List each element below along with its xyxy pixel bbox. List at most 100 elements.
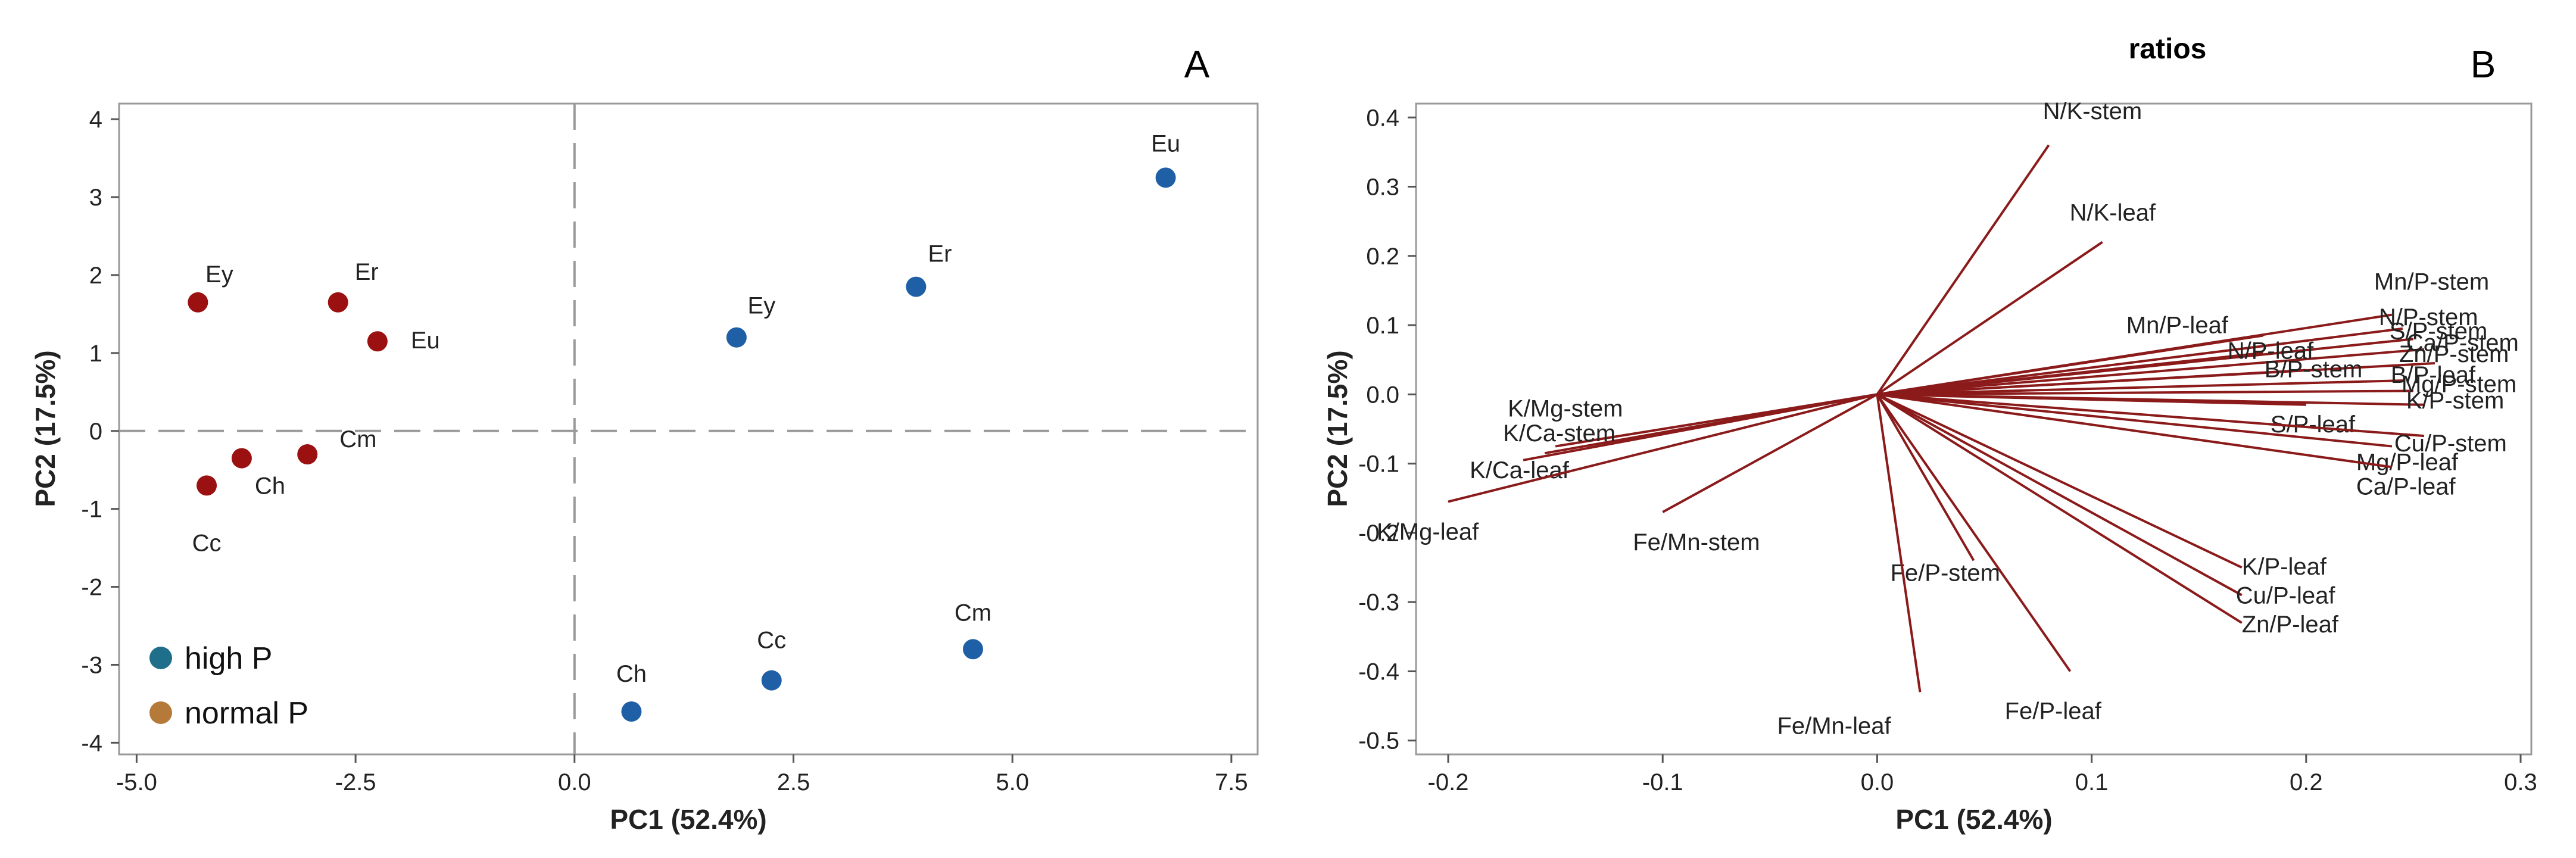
y-tick-label: -0.4 <box>1358 659 1399 685</box>
loading-vector <box>1877 327 2403 396</box>
loading-label: K/Mg-stem <box>1508 396 1623 422</box>
loading-label: K/P-leaf <box>2242 554 2327 580</box>
data-point <box>197 475 217 496</box>
data-point <box>906 276 927 297</box>
loading-vector <box>1876 144 2050 395</box>
y-tick-label: 2 <box>89 263 102 289</box>
loading-vector <box>1876 393 2243 624</box>
loading-vector <box>1662 393 1878 513</box>
loading-vector <box>1877 393 2306 406</box>
y-tick-label: 0.3 <box>1366 174 1399 201</box>
panel-b-title: ratios <box>2129 33 2207 65</box>
panel-a-x-axis: -5.0 -2.5 0.0 2.5 5.0 7.5 <box>116 754 1248 795</box>
loading-vector <box>1877 379 2403 396</box>
loading-label: Cu/P-stem <box>2394 430 2507 457</box>
panel-a-legend: high P normal P <box>149 641 308 731</box>
panel-b-x-axis-label: PC1 (52.4%) <box>1895 804 2052 835</box>
y-tick-label: -4 <box>81 730 102 756</box>
x-tick-label: 0.0 <box>1861 769 1894 795</box>
y-tick-label: 1 <box>89 341 102 367</box>
legend-marker <box>149 647 172 669</box>
loading-label: Mn/P-stem <box>2374 269 2489 295</box>
panel-b-y-axis: 0.4 0.3 0.2 0.1 0.0 -0.1 -0.2 -0.3 -0.4 -0.5 <box>1358 105 1416 754</box>
y-tick-label: 4 <box>89 107 102 133</box>
point-label: Ey <box>205 261 233 288</box>
loading-vector <box>1523 393 1878 461</box>
x-tick-label: 2.5 <box>777 769 810 795</box>
loading-vector <box>1877 348 2425 396</box>
loading-label: B/P-stem <box>2265 357 2362 383</box>
loading-vector <box>1876 393 2243 569</box>
loading-label: K/Ca-leaf <box>1470 457 1570 483</box>
x-tick-label: -0.2 <box>1428 769 1469 795</box>
data-point <box>367 331 388 352</box>
loading-label: N/K-leaf <box>2070 200 2156 226</box>
data-point <box>963 639 983 660</box>
data-point <box>328 292 348 313</box>
loading-label: Fe/P-stem <box>1891 560 2000 586</box>
loading-vector <box>1876 241 2103 396</box>
panel-b-x-axis: -0.2 -0.1 0.0 0.1 0.2 0.3 <box>1428 754 2537 795</box>
panel-b-letter: B <box>2471 43 2496 86</box>
x-tick-label: 0.3 <box>2504 769 2537 795</box>
y-tick-label: -0.5 <box>1358 728 1399 754</box>
loading-vector <box>1877 393 2393 469</box>
x-tick-label: 5.0 <box>996 769 1029 795</box>
loading-label: Zn/P-leaf <box>2242 611 2339 638</box>
loading-label: Fe/Mn-leaf <box>1777 713 1891 739</box>
panel-a-y-axis: 4 3 2 1 0 -1 -2 -3 -4 <box>81 107 119 756</box>
loading-vector <box>1877 389 2413 396</box>
x-tick-label: 0.2 <box>2290 769 2323 795</box>
point-label: Er <box>928 241 952 267</box>
panel-b-plot-frame <box>1415 102 2533 756</box>
point-label: Cm <box>955 600 991 626</box>
loading-label: Ca/P-leaf <box>2356 473 2456 500</box>
data-point <box>297 444 318 465</box>
y-tick-label: 3 <box>89 185 102 211</box>
loading-label: S/P-stem <box>2390 318 2487 344</box>
point-label: Eu <box>411 327 440 354</box>
loading-label: K/P-stem <box>2406 388 2504 414</box>
panel-a-reference-lines <box>119 104 1258 754</box>
data-point <box>1155 167 1176 188</box>
y-tick-label: 0 <box>89 419 102 445</box>
loading-label: K/Mg-leaf <box>1377 519 1479 545</box>
data-point <box>621 701 642 722</box>
y-tick-label: -0.2 <box>1358 520 1399 547</box>
point-label: Ch <box>255 473 285 500</box>
legend-marker <box>149 701 172 724</box>
loading-label: Mn/P-leaf <box>2126 313 2229 339</box>
point-label: Cc <box>192 530 222 556</box>
data-point <box>761 670 782 691</box>
panel-b-loading-plot: -0.2 -0.1 0.0 0.1 0.2 0.3 0.4 0.3 0.2 0.1 0.0 -0.1… <box>1322 33 2537 835</box>
point-label: Eu <box>1151 130 1180 157</box>
y-tick-label: 0.1 <box>1366 313 1399 339</box>
x-tick-label: 0.0 <box>558 769 591 795</box>
legend-label: normal P <box>185 696 308 731</box>
y-tick-label: 0.4 <box>1366 105 1399 131</box>
panel-a-y-axis-label: PC2 (17.5%) <box>30 350 61 507</box>
point-label: Ch <box>616 661 647 687</box>
legend-label: high P <box>185 641 272 676</box>
x-tick-label: 0.1 <box>2075 769 2109 795</box>
y-tick-label: 0.2 <box>1366 244 1399 270</box>
loading-label: Fe/Mn-stem <box>1633 529 1760 556</box>
y-tick-label: -0.1 <box>1358 451 1399 478</box>
x-tick-label: -0.1 <box>1642 769 1683 795</box>
loading-vector <box>1876 394 1922 692</box>
data-point <box>188 292 208 313</box>
point-label: Cm <box>339 426 376 453</box>
point-label: Cc <box>757 628 786 654</box>
x-tick-label: -2.5 <box>335 769 376 795</box>
y-tick-label: -2 <box>81 575 102 601</box>
x-tick-label: 7.5 <box>1215 769 1248 795</box>
loading-label: Mg/P-stem <box>2402 372 2516 398</box>
loading-vector <box>1877 369 2306 396</box>
loading-label: N/P-stem <box>2379 304 2478 330</box>
panel-a-points: Ey Er Eu Ch Cm Cc Eu Er Ey Ch Cc Cm <box>188 130 1180 722</box>
loading-label: B/P-leaf <box>2391 362 2476 388</box>
loading-label: Fe/P-leaf <box>2005 698 2102 724</box>
data-point <box>726 327 747 348</box>
